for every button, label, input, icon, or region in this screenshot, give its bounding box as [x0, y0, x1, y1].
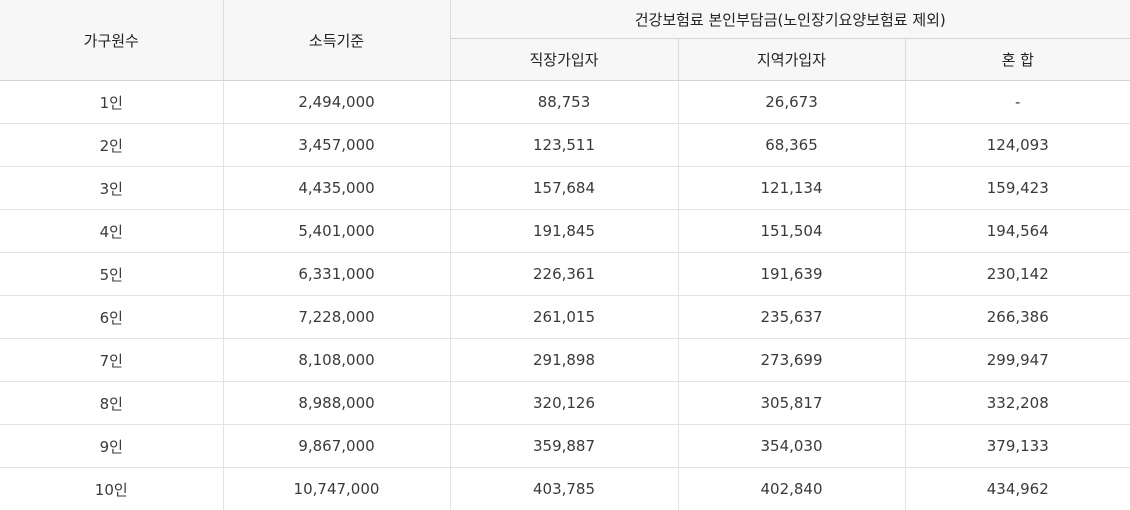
cell-regional: 68,365	[678, 124, 905, 167]
cell-household: 8인	[0, 382, 223, 425]
cell-income: 9,867,000	[223, 425, 450, 468]
cell-income: 5,401,000	[223, 210, 450, 253]
cell-regional: 121,134	[678, 167, 905, 210]
cell-employee: 320,126	[450, 382, 678, 425]
cell-household: 7인	[0, 339, 223, 382]
cell-employee: 123,511	[450, 124, 678, 167]
cell-regional: 26,673	[678, 81, 905, 124]
header-premium-group: 건강보험료 본인부담금(노인장기요양보험료 제외)	[450, 0, 1130, 39]
cell-employee: 157,684	[450, 167, 678, 210]
cell-mixed: 124,093	[905, 124, 1130, 167]
cell-regional: 305,817	[678, 382, 905, 425]
cell-mixed: 230,142	[905, 253, 1130, 296]
cell-household: 4인	[0, 210, 223, 253]
cell-mixed: 332,208	[905, 382, 1130, 425]
cell-regional: 151,504	[678, 210, 905, 253]
cell-employee: 359,887	[450, 425, 678, 468]
cell-employee: 291,898	[450, 339, 678, 382]
cell-income: 7,228,000	[223, 296, 450, 339]
cell-employee: 261,015	[450, 296, 678, 339]
cell-mixed: 299,947	[905, 339, 1130, 382]
cell-household: 1인	[0, 81, 223, 124]
cell-regional: 402,840	[678, 468, 905, 510]
cell-household: 3인	[0, 167, 223, 210]
cell-mixed: 434,962	[905, 468, 1130, 510]
cell-regional: 235,637	[678, 296, 905, 339]
table-header: 가구원수 소득기준 건강보험료 본인부담금(노인장기요양보험료 제외) 직장가입…	[0, 0, 1130, 81]
cell-employee: 191,845	[450, 210, 678, 253]
cell-employee: 88,753	[450, 81, 678, 124]
cell-regional: 354,030	[678, 425, 905, 468]
cell-mixed: 194,564	[905, 210, 1130, 253]
cell-employee: 226,361	[450, 253, 678, 296]
cell-household: 10인	[0, 468, 223, 510]
cell-income: 6,331,000	[223, 253, 450, 296]
header-employee: 직장가입자	[450, 39, 678, 81]
cell-income: 4,435,000	[223, 167, 450, 210]
cell-regional: 273,699	[678, 339, 905, 382]
cell-income: 10,747,000	[223, 468, 450, 510]
cell-regional: 191,639	[678, 253, 905, 296]
header-household: 가구원수	[0, 0, 223, 81]
cell-mixed: -	[905, 81, 1130, 124]
header-regional: 지역가입자	[678, 39, 905, 81]
cell-income: 8,108,000	[223, 339, 450, 382]
header-row-top: 가구원수 소득기준 건강보험료 본인부담금(노인장기요양보험료 제외)	[0, 0, 1130, 39]
cell-household: 2인	[0, 124, 223, 167]
cell-income: 2,494,000	[223, 81, 450, 124]
cell-household: 6인	[0, 296, 223, 339]
cell-mixed: 266,386	[905, 296, 1130, 339]
header-income: 소득기준	[223, 0, 450, 81]
cell-income: 8,988,000	[223, 382, 450, 425]
cell-household: 5인	[0, 253, 223, 296]
cell-employee: 403,785	[450, 468, 678, 510]
cell-income: 3,457,000	[223, 124, 450, 167]
header-mixed: 혼 합	[905, 39, 1130, 81]
cell-mixed: 159,423	[905, 167, 1130, 210]
cell-mixed: 379,133	[905, 425, 1130, 468]
cell-household: 9인	[0, 425, 223, 468]
